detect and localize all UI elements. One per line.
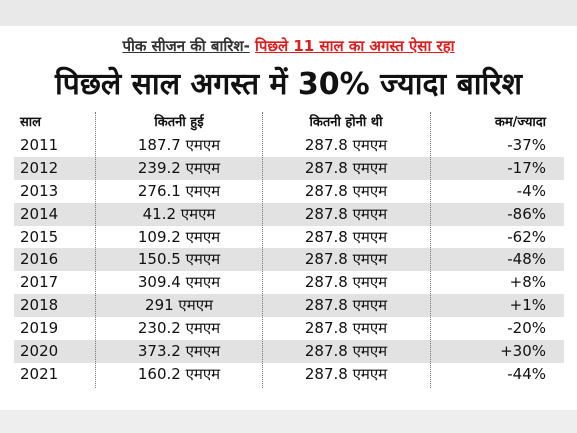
table-cell: 309.4 एमएम (137, 273, 221, 292)
table-cell: 2014 (20, 204, 59, 223)
table-cell: 2013 (20, 181, 59, 200)
subtitle: पीक सीजन की बारिश- पिछले 11 साल का अगस्त… (0, 36, 577, 56)
table-cell: 287.8 एमएम (304, 227, 388, 246)
table-row: 2011 187.7 एमएम 287.8 एमएम -37% (14, 134, 564, 157)
table-cell: -37% (507, 136, 546, 154)
table-cell: 287.8 एमएम (304, 158, 388, 177)
table-row: 2020 373.2 एमएम 287.8 एमएम +30% (14, 340, 564, 363)
table-cell: 109.2 एमएम (137, 227, 221, 246)
table-cell: 276.1 एमएम (137, 181, 221, 200)
table-row: 2019 230.2 एमएम 287.8 एमएम -20% (14, 317, 564, 340)
subtitle-highlight: पिछले 11 साल का अगस्त ऐसा रहा (255, 37, 455, 55)
table-cell: 287.8 एमएम (304, 319, 388, 338)
table-cell: 291 एमएम (145, 296, 213, 315)
table-cell: 287.8 एमएम (304, 342, 388, 361)
table-cell: 2016 (20, 250, 59, 269)
table-cell: -86% (507, 204, 546, 223)
table-cell: -44% (507, 364, 546, 383)
table-row: 2012 239.2 एमएम 287.8 एमएम -17% (14, 156, 564, 180)
table-cell: -48% (507, 250, 546, 269)
table-cell: 2018 (20, 296, 59, 315)
table-cell: 230.2 एमएम (137, 319, 221, 338)
column-separator (95, 112, 96, 388)
table-cell: 287.8 एमएम (304, 204, 388, 223)
column-header: कितनी होनी थी (309, 115, 383, 130)
table-cell: 2019 (20, 319, 59, 338)
table-cell: 160.2 एमएम (137, 364, 221, 383)
table-cell: 287.8 एमएम (304, 136, 388, 154)
column-separator (430, 112, 431, 388)
table-cell: +1% (509, 296, 546, 315)
table-cell: 2011 (20, 136, 59, 154)
table-cell: 150.5 एमएम (137, 250, 221, 269)
table-cell: -20% (507, 319, 546, 338)
title: पिछले साल अगस्त में 30% ज्यादा बारिश (55, 67, 522, 102)
table-cell: 2015 (20, 227, 59, 246)
table-cell: 2020 (20, 342, 59, 361)
table-cell: 287.8 एमएम (304, 273, 388, 292)
table-cell: 2017 (20, 273, 59, 292)
bottom-band (0, 410, 577, 433)
blur-band (0, 0, 577, 26)
table-row: 2014 41.2 एमएम 287.8 एमएम -86% (14, 202, 564, 226)
table-cell: 287.8 एमएम (304, 181, 388, 200)
table-cell: 2012 (20, 158, 59, 177)
table-row: 2015 109.2 एमएम 287.8 एमएम -62% (14, 226, 564, 249)
table-cell: 287.8 एमएम (304, 364, 388, 383)
table-row: 2016 150.5 एमएम 287.8 एमएम -48% (14, 248, 564, 272)
column-header: कितनी हुई (154, 115, 204, 130)
table: साल कितनी हुई कितनी होनी थी कम/ज्यादा 2011 18… (14, 112, 564, 386)
table-cell: -62% (507, 227, 546, 246)
table-cell: 287.8 एमएम (304, 250, 388, 269)
table-cell: 41.2 एमएम (142, 204, 216, 223)
header-row: साल कितनी हुई कितनी होनी थी कम/ज्यादा (14, 112, 564, 134)
subtitle-lead: पीक सीजन की बारिश- (122, 37, 250, 55)
column-header: साल (20, 115, 41, 130)
table-cell: 287.8 एमएम (304, 296, 388, 315)
table-cell: 187.7 एमएम (137, 136, 221, 154)
table-cell: -17% (507, 158, 546, 177)
table-row: 2018 291 एमएम 287.8 एमएम +1% (14, 294, 564, 318)
table-cell: 239.2 एमएम (137, 158, 221, 177)
table-cell: -4% (516, 181, 546, 200)
table-cell: +8% (509, 273, 546, 292)
table-cell: 373.2 एमएम (137, 342, 221, 361)
table-row: 2017 309.4 एमएम 287.8 एमएम +8% (14, 271, 564, 294)
column-separator (262, 112, 263, 388)
column-header: कम/ज्यादा (494, 115, 546, 130)
table-row: 2013 276.1 एमएम 287.8 एमएम -4% (14, 180, 564, 203)
table-row: 2021 160.2 एमएम 287.8 एमएम -44% (14, 363, 564, 386)
table-cell: +30% (500, 342, 546, 361)
table-cell: 2021 (20, 364, 59, 383)
